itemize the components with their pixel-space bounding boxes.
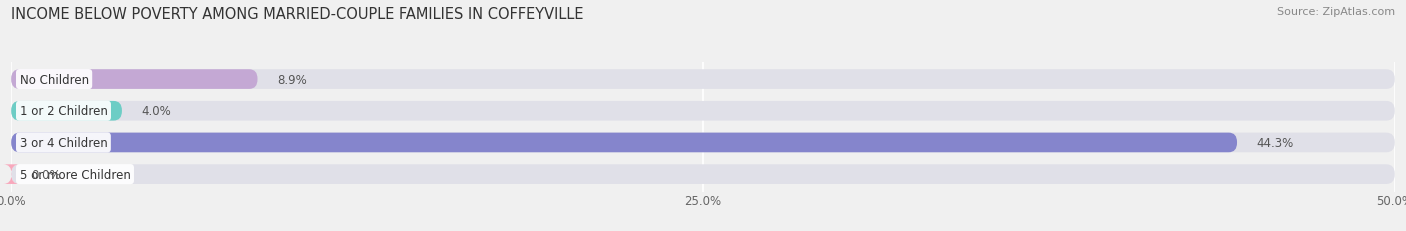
FancyBboxPatch shape [11,101,122,121]
Text: 44.3%: 44.3% [1257,136,1294,149]
Text: 0.0%: 0.0% [31,168,60,181]
FancyBboxPatch shape [11,165,1395,184]
Text: Source: ZipAtlas.com: Source: ZipAtlas.com [1277,7,1395,17]
Text: 5 or more Children: 5 or more Children [20,168,131,181]
Text: 8.9%: 8.9% [277,73,307,86]
FancyBboxPatch shape [11,133,1237,153]
FancyBboxPatch shape [11,70,1395,89]
Text: No Children: No Children [20,73,89,86]
FancyBboxPatch shape [3,165,20,184]
FancyBboxPatch shape [11,70,257,89]
Text: 3 or 4 Children: 3 or 4 Children [20,136,107,149]
FancyBboxPatch shape [11,133,1395,153]
Text: 4.0%: 4.0% [141,105,172,118]
FancyBboxPatch shape [11,101,1395,121]
Text: INCOME BELOW POVERTY AMONG MARRIED-COUPLE FAMILIES IN COFFEYVILLE: INCOME BELOW POVERTY AMONG MARRIED-COUPL… [11,7,583,22]
Text: 1 or 2 Children: 1 or 2 Children [20,105,107,118]
